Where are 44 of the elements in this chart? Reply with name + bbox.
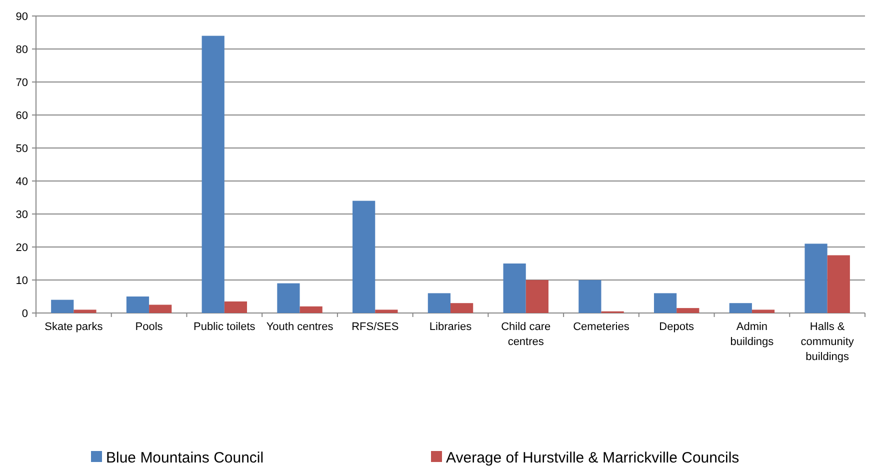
y-tick-label: 40 [16, 176, 28, 188]
bar [654, 293, 677, 313]
y-tick-label: 70 [16, 76, 28, 89]
bar [224, 301, 248, 313]
bar [74, 310, 96, 313]
bar [752, 310, 775, 313]
bar [51, 300, 74, 313]
y-tick-label: 20 [16, 242, 28, 254]
y-tick-label: 10 [16, 274, 28, 287]
bar [149, 304, 172, 313]
legend-label: Blue Mountains Council [106, 449, 264, 466]
bar [300, 306, 322, 313]
bar [375, 310, 398, 313]
bar [827, 255, 850, 313]
legend-label: Average of Hurstville & Marrickville Councils [446, 449, 740, 466]
bar [277, 283, 300, 313]
x-tick-label: Pools [135, 321, 164, 333]
x-tick-label: Skate parks [44, 321, 104, 333]
y-tick-label: 90 [16, 10, 28, 23]
x-tick-label: Depots [659, 321, 695, 333]
y-tick-label: 30 [16, 208, 28, 221]
y-tick-label: 60 [16, 110, 28, 122]
x-tick-label: Youth centres [266, 321, 334, 333]
bar [503, 264, 526, 313]
bar [729, 303, 752, 313]
y-tick-label: 80 [16, 44, 28, 56]
bar [352, 200, 376, 313]
x-tick-label: RFS/SES [352, 321, 399, 333]
bar [202, 36, 224, 313]
bar [578, 280, 602, 313]
x-tick-label: Libraries [429, 321, 472, 333]
y-tick-label: 50 [16, 142, 28, 155]
bar [676, 308, 700, 313]
y-tick-label: 0 [22, 308, 28, 320]
x-tick-label: Cemeteries [573, 321, 630, 333]
x-tick-label: Halls & community buildings [800, 321, 854, 363]
x-tick-label: Child care centres [501, 321, 551, 348]
x-tick-label: Admin buildings [730, 321, 774, 348]
bar [804, 244, 828, 313]
x-tick-label: Public toilets [194, 321, 256, 333]
bar [428, 293, 450, 313]
bar [126, 296, 150, 313]
bar [450, 303, 474, 313]
bar [526, 280, 548, 313]
